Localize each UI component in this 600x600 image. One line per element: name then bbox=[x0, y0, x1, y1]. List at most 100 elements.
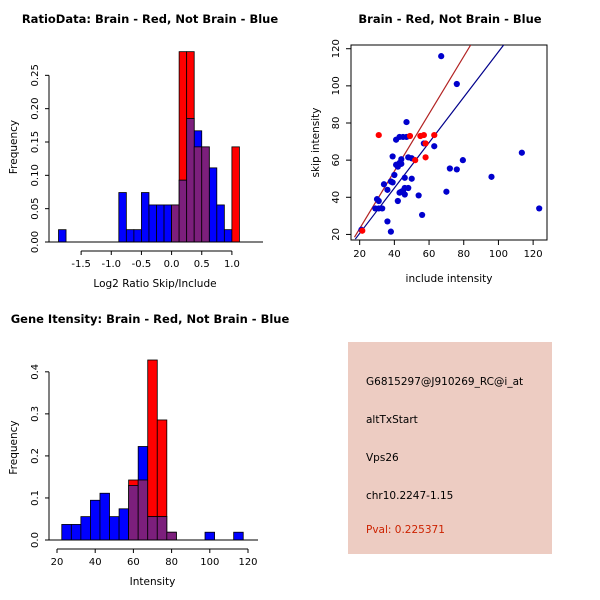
x-axis-title: include intensity bbox=[406, 273, 493, 285]
scatter-point-not-brain bbox=[431, 143, 438, 150]
scatter-point-brain bbox=[431, 131, 438, 139]
y-tick-label: 40 bbox=[331, 191, 342, 204]
histogram-bar-overlap bbox=[147, 516, 158, 541]
scatter-point-not-brain bbox=[398, 160, 405, 167]
x-tick-label: 0.5 bbox=[194, 259, 210, 270]
histogram-bar-red bbox=[231, 146, 240, 243]
histogram-bar-blue bbox=[204, 531, 215, 541]
x-tick-label: 120 bbox=[238, 557, 257, 568]
x-tick-label: 120 bbox=[524, 249, 543, 260]
y-tick-label: 0.10 bbox=[30, 164, 41, 186]
y-tick-label: 0.1 bbox=[30, 490, 41, 506]
scatter-plot-title: Brain - Red, Not Brain - Blue bbox=[358, 12, 542, 26]
gene-intensity-histogram-panel: Gene Itensity: Brain - Red, Not Brain - … bbox=[0, 300, 300, 600]
scatter-point-not-brain bbox=[379, 205, 386, 212]
histogram-bar-blue bbox=[163, 204, 172, 243]
scatter-point-not-brain bbox=[536, 205, 543, 212]
histogram-bar-blue bbox=[223, 229, 233, 243]
histogram-bar-blue bbox=[233, 531, 244, 541]
scatter-point-not-brain bbox=[384, 186, 391, 193]
scatter-point-not-brain bbox=[389, 179, 396, 186]
scatter-point-not-brain bbox=[401, 191, 408, 198]
x-axis: 20 40 60 80 100 120 bbox=[353, 240, 543, 260]
brain-fit-line bbox=[353, 45, 472, 238]
y-axis-title: Frequency bbox=[8, 120, 20, 174]
y-tick-label: 20 bbox=[331, 228, 342, 241]
x-tick-label: 0.0 bbox=[164, 259, 180, 270]
histogram-bar-overlap bbox=[178, 179, 188, 243]
histogram-bar-blue bbox=[208, 167, 218, 243]
x-tick-label: 40 bbox=[388, 249, 401, 260]
scatter-point-not-brain bbox=[391, 171, 398, 179]
scatter-point-not-brain bbox=[446, 165, 453, 172]
scatter-point-not-brain bbox=[396, 189, 403, 196]
scatter-point-not-brain bbox=[394, 197, 401, 205]
x-tick-label: 80 bbox=[457, 249, 470, 260]
histogram-bar-blue bbox=[133, 229, 142, 243]
scatter-point-brain bbox=[359, 227, 366, 234]
histogram-bar-red bbox=[186, 51, 195, 119]
scatter-point-not-brain bbox=[488, 173, 495, 180]
x-tick-label: 100 bbox=[200, 557, 219, 568]
x-tick-label: 20 bbox=[353, 249, 366, 260]
histogram-bar-blue bbox=[109, 516, 120, 541]
y-tick-label: 60 bbox=[331, 154, 342, 167]
histogram-bar-blue bbox=[70, 524, 82, 541]
scatter-point-not-brain bbox=[453, 166, 460, 173]
pval-label: Pval: 0.225371 bbox=[366, 524, 445, 536]
x-tick-label: -0.5 bbox=[132, 259, 152, 270]
histogram-bar-blue bbox=[61, 524, 72, 541]
histogram-bar-overlap bbox=[171, 204, 180, 243]
x-axis: 20 40 60 80 100 120 bbox=[49, 539, 258, 568]
y-axis: 0.0 0.1 0.2 0.3 0.4 bbox=[30, 364, 50, 548]
scatter-point-not-brain bbox=[453, 80, 460, 88]
x-tick-label: 1.0 bbox=[224, 259, 240, 270]
x-tick-label: 100 bbox=[489, 249, 508, 260]
y-tick-label: 0.25 bbox=[30, 64, 41, 86]
ratio-histogram-title: RatioData: Brain - Red, Not Brain - Blue bbox=[21, 12, 279, 26]
ratio-histogram-plot: 0.000.050.100.150.200.25-1.5 -1.0 -0.5 0.0 0… bbox=[8, 51, 263, 290]
y-axis-title: Frequency bbox=[8, 420, 20, 474]
scatter-point-not-brain bbox=[380, 181, 388, 188]
scatter-point-not-brain bbox=[389, 153, 396, 160]
histogram-bar-blue bbox=[216, 204, 225, 243]
x-tick-label: 40 bbox=[89, 557, 102, 568]
scatter-point-brain bbox=[412, 157, 419, 164]
gene-intensity-histogram-title: Gene Itensity: Brain - Red, Not Brain - … bbox=[10, 312, 290, 326]
event-type-label: altTxStart bbox=[366, 414, 418, 426]
y-axis: 0.00 0.05 0.10 0.15 0.20 0.25 bbox=[30, 64, 50, 253]
scatter-point-not-brain bbox=[408, 175, 415, 182]
scatter-plot-canvas: 20 40 60 80 100 120 20 40 60 80 100 120 include inte… bbox=[310, 39, 548, 285]
histogram-bar-blue bbox=[156, 204, 165, 243]
gene-intensity-histogram-plot: 0.0 0.1 0.2 0.3 0.4 20 40 60 80 100 120 Intensity Fr… bbox=[8, 359, 258, 588]
scatter-point-not-brain bbox=[375, 197, 382, 205]
scatter-point-not-brain bbox=[438, 53, 445, 60]
histogram-bars bbox=[58, 51, 240, 243]
y-tick-label: 0.0 bbox=[30, 532, 41, 548]
scatter-content bbox=[353, 45, 543, 240]
x-tick-label: 20 bbox=[51, 557, 64, 568]
histogram-bar-blue bbox=[58, 229, 67, 243]
histogram-bar-blue bbox=[141, 192, 150, 243]
histogram-bar-overlap bbox=[166, 531, 177, 541]
histogram-bar-red bbox=[147, 359, 158, 518]
gene-info-panel: G6815297@J910269_RC@i_at altTxStart Vps2… bbox=[300, 300, 600, 600]
histogram-bar-overlap bbox=[186, 118, 195, 243]
histogram-bar-overlap bbox=[193, 146, 203, 243]
scatter-point-brain bbox=[375, 131, 382, 139]
scatter-point-not-brain bbox=[443, 188, 450, 195]
y-tick-label: 0.3 bbox=[30, 406, 41, 422]
scatter-plot-box bbox=[350, 44, 548, 241]
probe-id-label: G6815297@J910269_RC@i_at bbox=[366, 376, 524, 388]
y-axis: 20 40 60 80 100 120 bbox=[331, 39, 351, 241]
histogram-bar-overlap bbox=[201, 146, 210, 243]
y-tick-label: 0.15 bbox=[30, 131, 41, 153]
histogram-bar-blue bbox=[148, 204, 157, 243]
y-tick-label: 100 bbox=[331, 76, 342, 95]
y-tick-label: 120 bbox=[331, 39, 342, 58]
y-tick-label: 0.4 bbox=[30, 364, 41, 380]
y-tick-label: 80 bbox=[331, 117, 342, 130]
scatter-point-not-brain bbox=[419, 211, 426, 219]
x-tick-label: 80 bbox=[165, 557, 178, 568]
histogram-bar-overlap bbox=[128, 485, 139, 541]
